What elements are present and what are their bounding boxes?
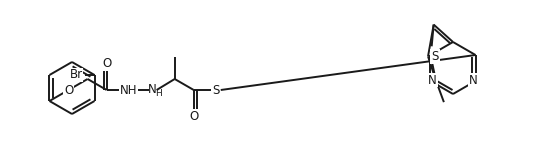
Text: N: N: [469, 74, 478, 86]
Text: Br: Br: [69, 69, 83, 82]
Text: N: N: [428, 74, 437, 86]
Text: N: N: [148, 83, 157, 95]
Text: NH: NH: [120, 83, 137, 96]
Text: S: S: [212, 83, 220, 96]
Text: S: S: [431, 50, 439, 63]
Text: O: O: [102, 57, 111, 70]
Text: O: O: [64, 83, 73, 96]
Text: O: O: [189, 110, 198, 123]
Text: H: H: [155, 88, 162, 97]
